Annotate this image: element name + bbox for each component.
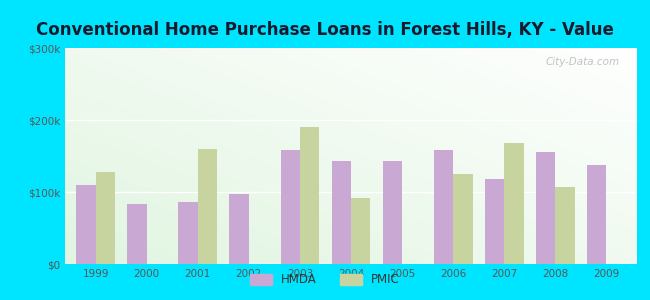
Bar: [587, 165, 606, 264]
Bar: [300, 127, 319, 264]
Bar: [178, 202, 198, 264]
Bar: [96, 172, 115, 264]
Bar: [332, 161, 351, 264]
Bar: [434, 150, 453, 264]
Bar: [229, 194, 249, 264]
Bar: [351, 198, 370, 264]
Bar: [198, 149, 217, 264]
Text: City-Data.com: City-Data.com: [546, 57, 620, 67]
Bar: [281, 150, 300, 264]
Bar: [536, 152, 555, 264]
Bar: [555, 187, 575, 264]
Bar: [76, 185, 96, 264]
Bar: [453, 174, 473, 264]
Bar: [383, 161, 402, 264]
Bar: [485, 179, 504, 264]
Legend: HMDA, PMIC: HMDA, PMIC: [246, 269, 404, 291]
Text: Conventional Home Purchase Loans in Forest Hills, KY - Value: Conventional Home Purchase Loans in Fore…: [36, 21, 614, 39]
Bar: [127, 204, 147, 264]
Bar: [504, 143, 524, 264]
